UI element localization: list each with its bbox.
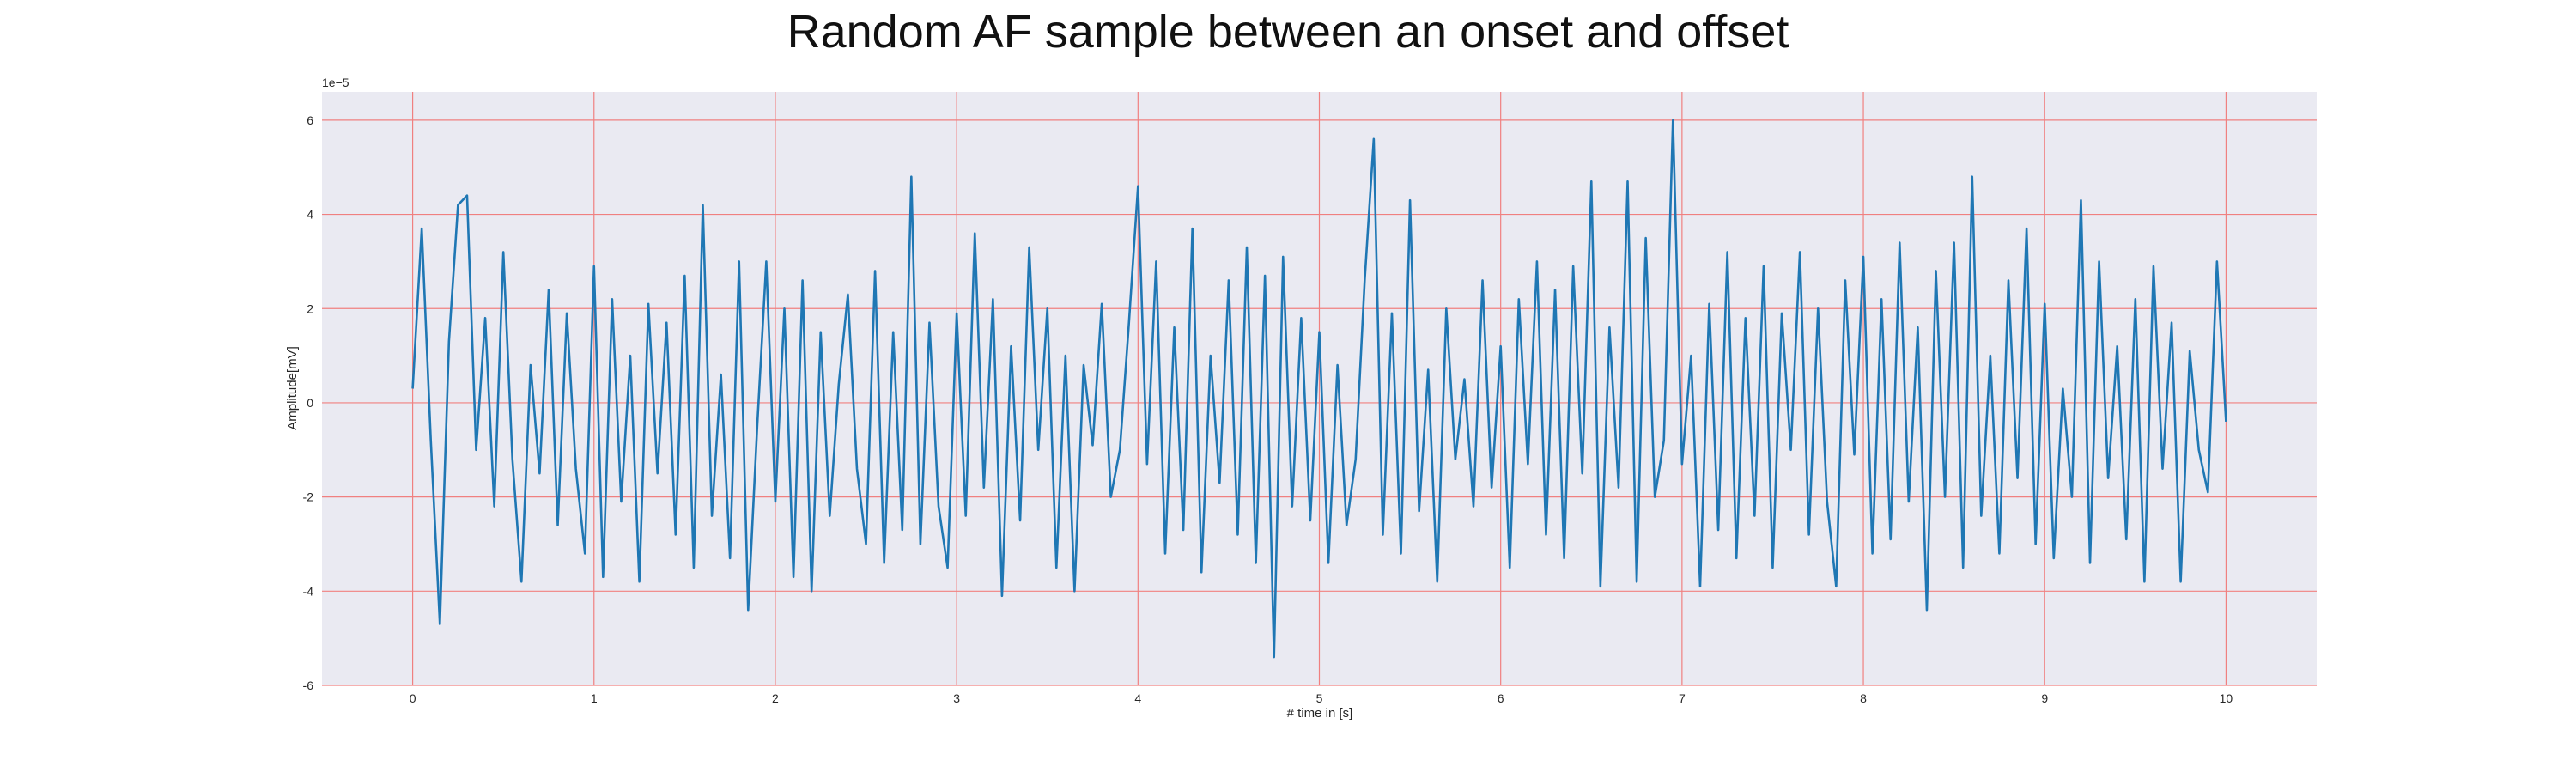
x-tick-label: 4	[1134, 691, 1141, 705]
y-offset-label: 1e−5	[322, 76, 349, 89]
y-tick-label: 0	[307, 396, 313, 410]
y-tick-label: -2	[303, 490, 314, 504]
x-tick-label: 0	[410, 691, 416, 705]
x-axis-label: # time in [s]	[1287, 706, 1353, 721]
x-tick-label: 5	[1316, 691, 1323, 705]
x-tick-label: 6	[1498, 691, 1504, 705]
x-tick-label: 3	[953, 691, 960, 705]
x-tick-label: 2	[772, 691, 779, 705]
y-tick-label: 6	[307, 113, 313, 127]
data-line	[411, 119, 2227, 659]
x-tick-label: 8	[1860, 691, 1867, 705]
y-tick-label: -4	[303, 584, 314, 598]
x-tick-label: 9	[2041, 691, 2048, 705]
y-axis-label: Amplitude[mV]	[285, 346, 300, 430]
y-tick-label: -6	[303, 679, 314, 692]
y-tick-label: 4	[307, 208, 313, 222]
y-tick-label: 2	[307, 301, 313, 315]
x-tick-label: 7	[1679, 691, 1686, 705]
x-tick-label: 1	[591, 691, 598, 705]
x-tick-label: 10	[2220, 691, 2233, 705]
chart-title: Random AF sample between an onset and of…	[787, 6, 1789, 58]
